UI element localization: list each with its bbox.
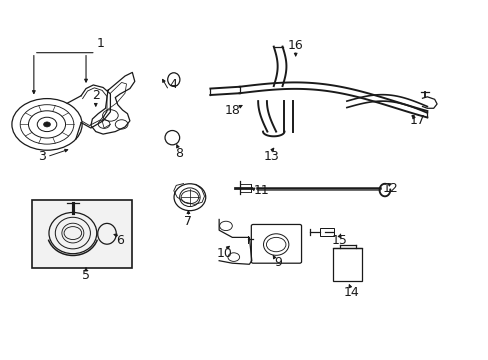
- Text: 14: 14: [343, 287, 359, 300]
- Bar: [32, 200, 132, 268]
- Text: 12: 12: [382, 183, 398, 195]
- Text: 2: 2: [92, 89, 100, 102]
- Bar: [239, 184, 251, 192]
- Text: 4: 4: [169, 78, 177, 91]
- Text: 10: 10: [217, 247, 232, 260]
- Text: 3: 3: [38, 150, 46, 163]
- Circle shape: [43, 122, 50, 127]
- Text: 7: 7: [184, 215, 192, 228]
- Text: 1: 1: [97, 37, 104, 50]
- Text: 6: 6: [116, 234, 124, 247]
- Text: 17: 17: [409, 114, 425, 127]
- Bar: [332, 248, 361, 281]
- Text: 13: 13: [263, 150, 279, 163]
- Text: 9: 9: [274, 256, 282, 269]
- Text: 5: 5: [82, 269, 90, 282]
- Text: 8: 8: [174, 147, 183, 159]
- Text: 15: 15: [331, 234, 347, 247]
- Bar: [320, 228, 333, 235]
- Text: 11: 11: [253, 184, 269, 197]
- Text: 16: 16: [287, 39, 303, 52]
- Text: 18: 18: [224, 104, 240, 117]
